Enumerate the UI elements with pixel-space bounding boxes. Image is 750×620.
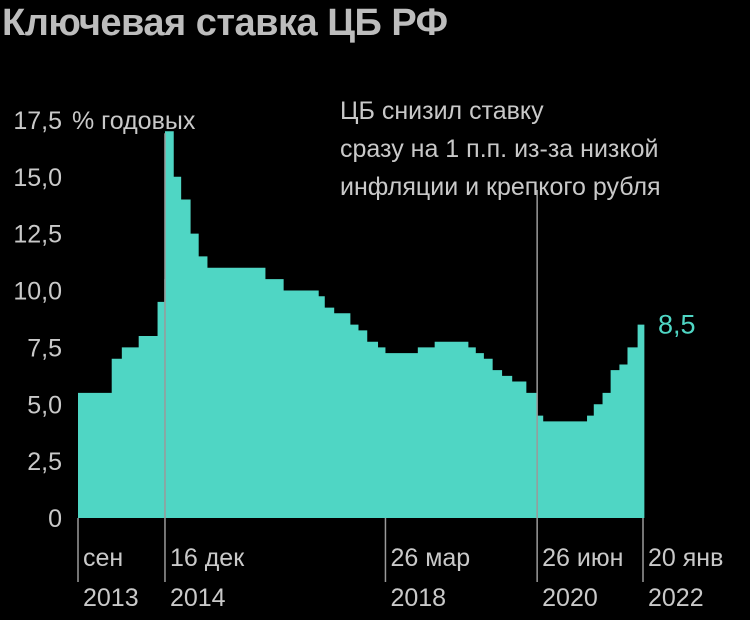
x-marker-year: 2014 <box>170 584 226 612</box>
y-tick-label: 15,0 <box>13 164 62 192</box>
x-marker-label: сен <box>83 544 123 572</box>
x-marker-year: 2013 <box>83 584 139 612</box>
x-marker-year: 2018 <box>390 584 446 612</box>
y-tick-label: 10,0 <box>13 278 62 306</box>
y-axis-unit: % годовых <box>72 107 196 135</box>
x-marker-label: 26 мар <box>390 544 470 572</box>
x-marker-label: 26 июн <box>542 544 623 572</box>
last-value-label: 8,5 <box>658 310 696 340</box>
y-tick-label: 0 <box>48 505 62 533</box>
annotation-text: инфляции и крепкого рубля <box>340 173 661 201</box>
y-tick-label: 17,5 <box>13 107 62 135</box>
y-tick-label: 7,5 <box>27 334 62 362</box>
y-tick-label: 5,0 <box>27 391 62 419</box>
rate-area <box>78 131 645 518</box>
x-marker-label: 20 янв <box>648 544 723 572</box>
y-tick-label: 2,5 <box>27 448 62 476</box>
x-marker-year: 2020 <box>542 584 598 612</box>
annotation-text: ЦБ снизил ставку <box>340 97 544 125</box>
x-marker-label: 16 дек <box>170 544 245 572</box>
annotation-text: сразу на 1 п.п. из-за низкой <box>340 135 658 163</box>
chart-title: Ключевая ставка ЦБ РФ <box>2 2 448 44</box>
y-tick-label: 12,5 <box>13 221 62 249</box>
x-marker-year: 2022 <box>648 584 704 612</box>
